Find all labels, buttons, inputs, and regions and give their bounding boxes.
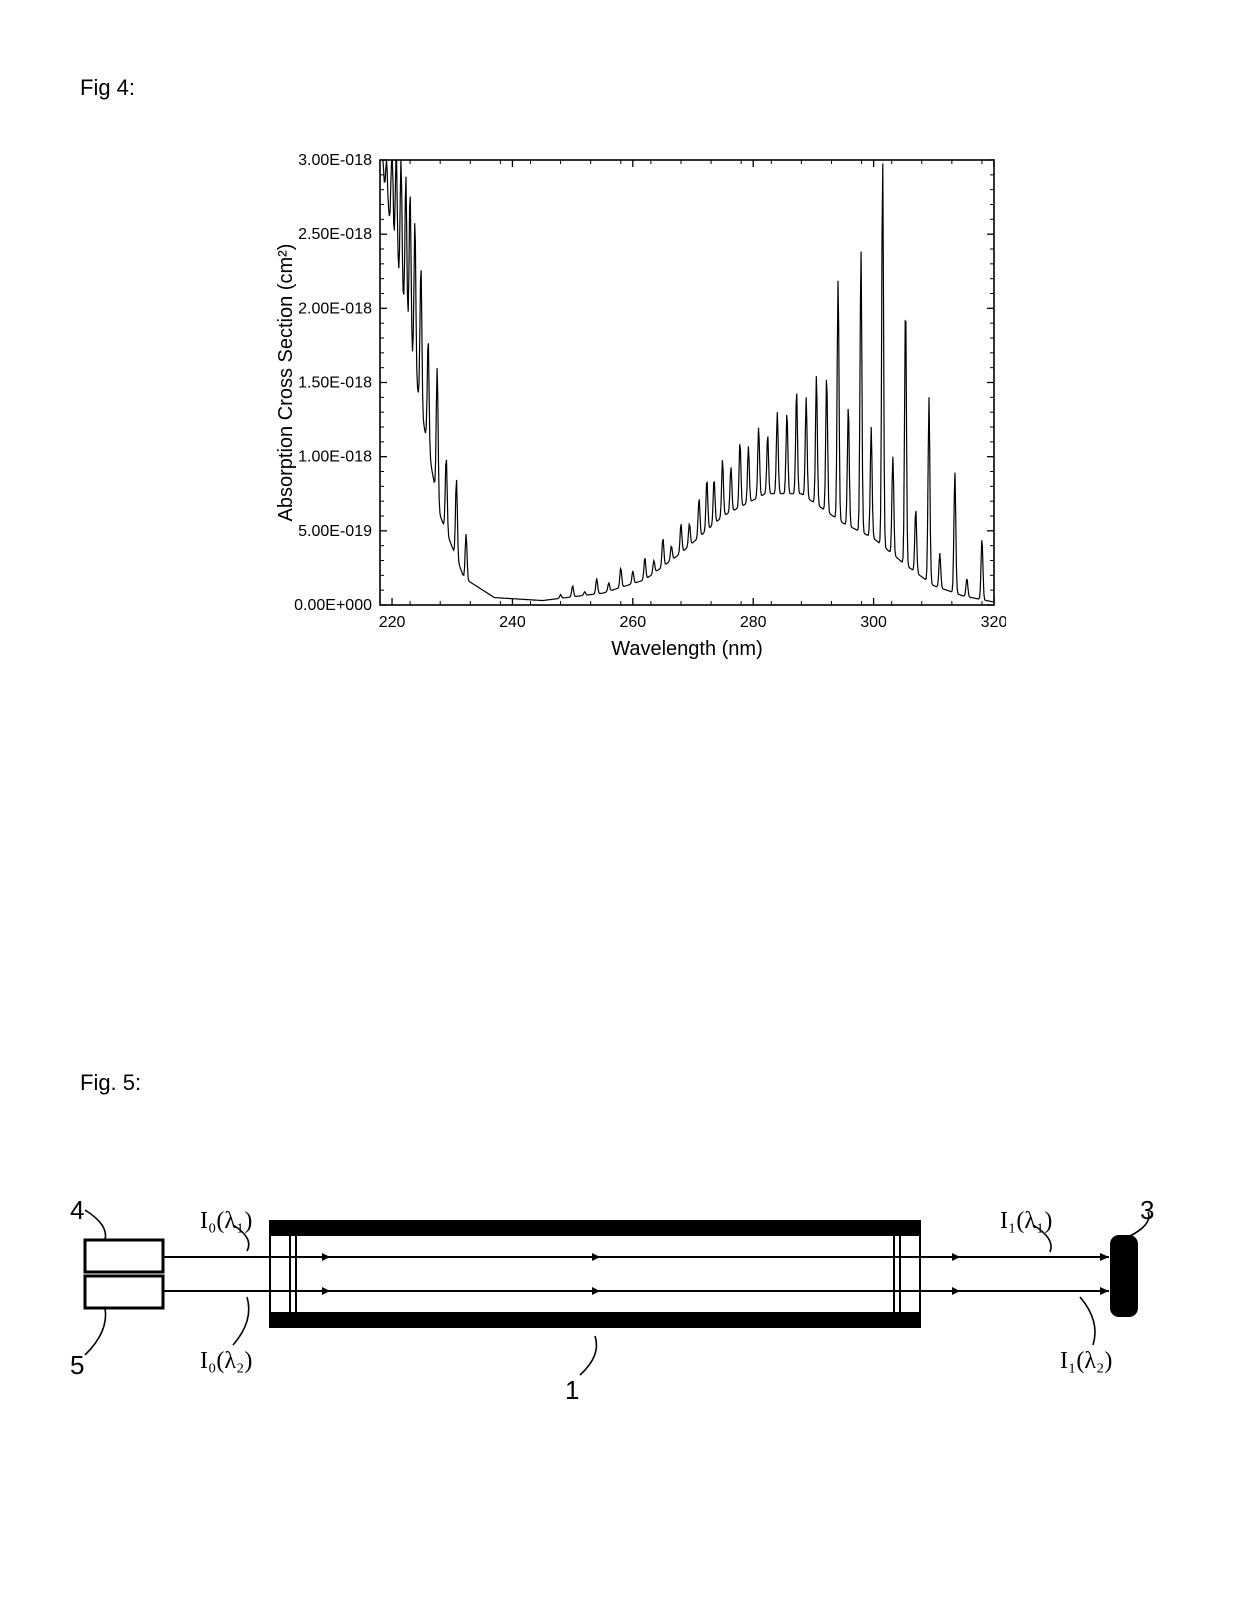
svg-text:2.50E-018: 2.50E-018 — [298, 226, 372, 243]
svg-text:3.00E-018: 3.00E-018 — [298, 152, 372, 169]
label-ref-4: 4 — [70, 1195, 84, 1226]
fig5-label: Fig. 5: — [80, 1070, 141, 1096]
label-I0-lambda1: I₀(λ₁) — [200, 1208, 252, 1235]
fig4-chart: 220 240 260 280 300 320 0.00E+000 5.00E-019 1.00… — [270, 150, 1006, 680]
label-ref-3: 3 — [1140, 1195, 1154, 1226]
chart-svg: 220 240 260 280 300 320 0.00E+000 5.00E-019 1.00… — [270, 150, 1006, 675]
svg-text:Wavelength (nm): Wavelength (nm) — [611, 638, 763, 660]
svg-text:240: 240 — [499, 614, 526, 631]
label-ref-5: 5 — [70, 1350, 84, 1381]
label-I1-lambda1: I₁(λ₁) — [1000, 1208, 1052, 1235]
svg-text:2.00E-018: 2.00E-018 — [298, 300, 372, 317]
fig5-diagram: I₀(λ₁) I₀(λ₂) I₁(λ₁) I₁(λ₂) 1 3 4 5 — [60, 1180, 1185, 1415]
label-I1-lambda2: I₁(λ₂) — [1060, 1348, 1112, 1375]
label-ref-1: 1 — [565, 1375, 579, 1406]
svg-text:1.00E-018: 1.00E-018 — [298, 449, 372, 466]
svg-text:220: 220 — [379, 614, 406, 631]
fig4-label: Fig 4: — [80, 75, 135, 101]
svg-text:1.50E-018: 1.50E-018 — [298, 375, 372, 392]
svg-text:320: 320 — [981, 614, 1006, 631]
svg-text:0.00E+000: 0.00E+000 — [294, 597, 372, 614]
svg-text:Absorption Cross Section (cm²): Absorption Cross Section (cm²) — [275, 244, 297, 522]
svg-text:260: 260 — [619, 614, 646, 631]
svg-text:5.00E-019: 5.00E-019 — [298, 523, 372, 540]
label-I0-lambda2: I₀(λ₂) — [200, 1348, 252, 1375]
svg-text:300: 300 — [860, 614, 887, 631]
svg-text:280: 280 — [740, 614, 767, 631]
